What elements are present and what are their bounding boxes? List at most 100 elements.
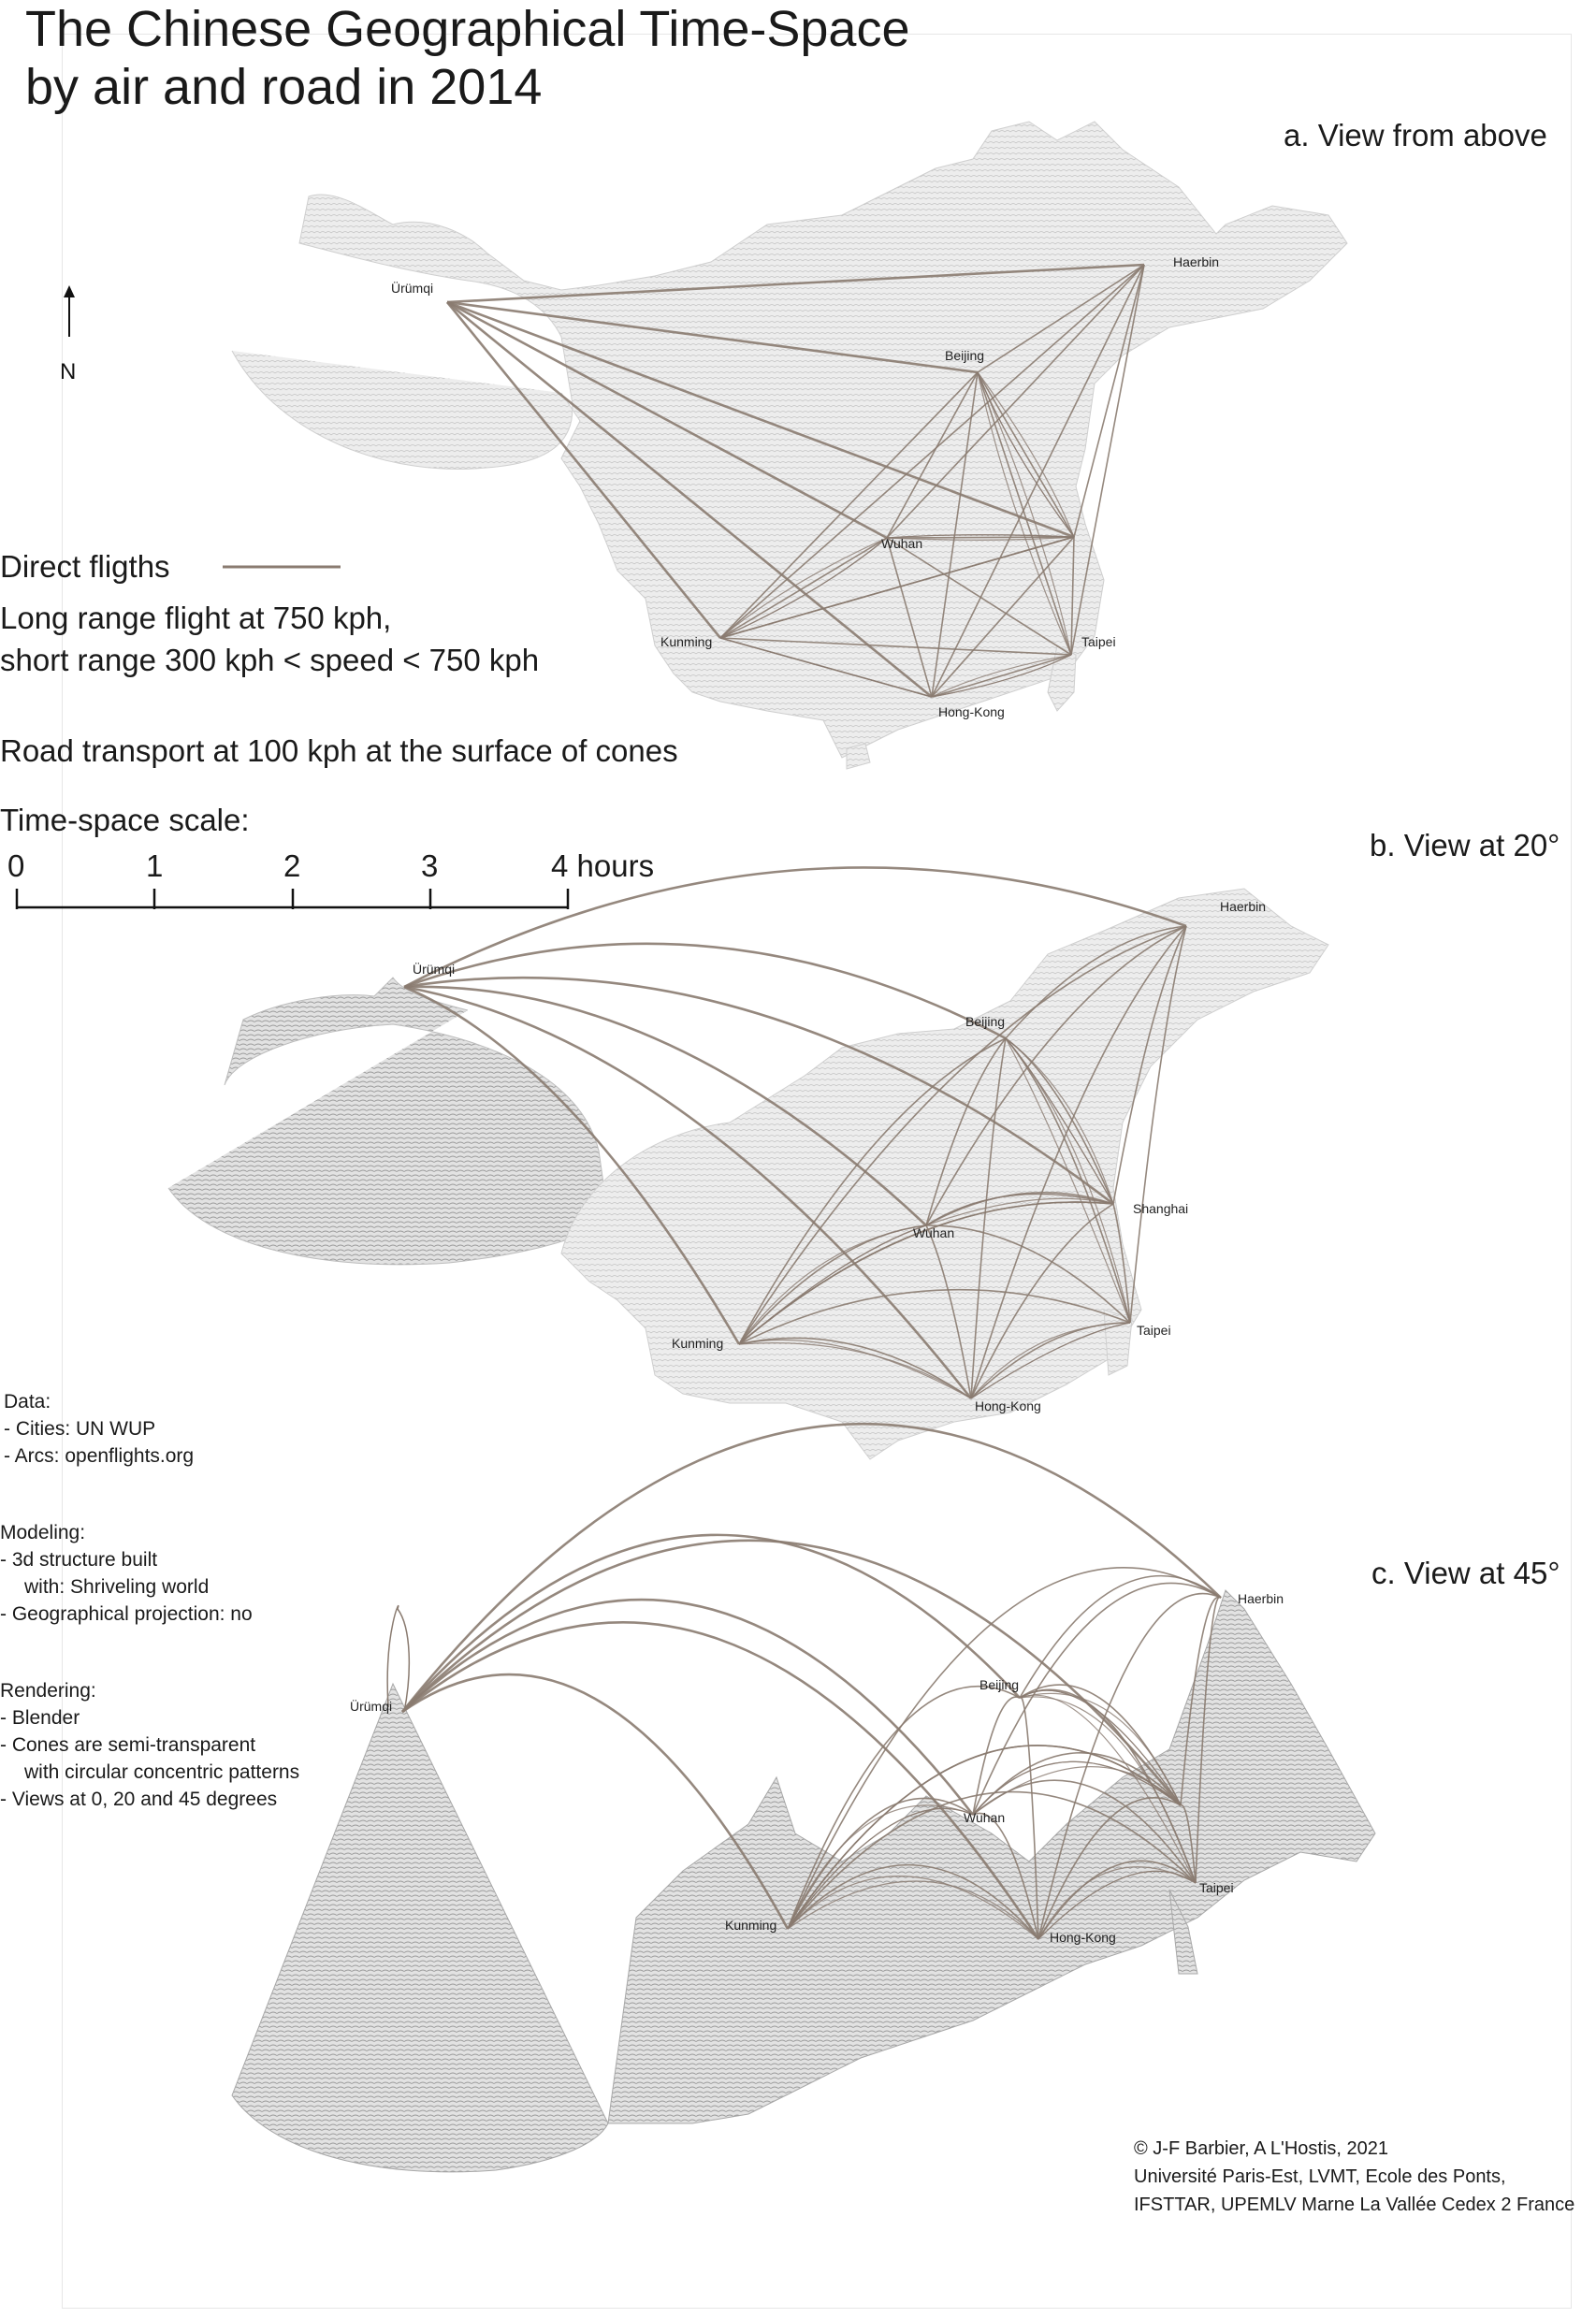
flight-arc [925,1037,1007,1226]
city-label-urumqi: Ürümqi [413,961,455,977]
view-b-city-labels: Ürümqi Beijing Haerbin Shanghai Wuhan Ku… [413,899,1266,1413]
flight-arc [931,264,1145,698]
flight-arc [1070,536,1075,656]
modeling-item: with: Shriveling world [24,1576,210,1598]
north-label: N [60,359,76,384]
flight-arc [886,371,979,539]
city-label-taipei: Taipei [1137,1323,1171,1338]
city-label-harbin: Haerbin [1173,254,1219,269]
north-arrow: N [60,285,76,384]
view-a-flight-arcs [445,263,1145,699]
flight-arc [719,637,933,698]
flight-arc [738,1342,972,1399]
legend-flight-speed-2: short range 300 kph < speed < 750 kph [0,643,540,677]
view-a-label: a. View from above [1284,118,1547,152]
flight-arc [738,1201,1114,1345]
view-c-island-taiwan [1168,1889,1198,1975]
flight-arc [787,1790,1197,1930]
flight-arc [787,1745,1182,1930]
flight-arc [1005,1037,1131,1324]
flight-arc [1005,925,1187,1039]
flight-arc [403,866,1187,989]
flight-arc [1005,1037,1114,1205]
flight-arc [1019,1692,1182,1806]
flight-arc [446,300,933,699]
flight-arc [970,1322,1131,1399]
flight-arc [972,1766,1182,1816]
poster-frame [62,34,1572,2309]
city-label-harbin: Haerbin [1220,899,1266,914]
view-c-terrain [231,1589,1376,2173]
city-label-kunming: Kunming [672,1336,723,1351]
flight-arc [931,654,1072,698]
flight-arc [719,371,979,639]
flight-arc [1037,1797,1182,1940]
modeling-item: - 3d structure built [0,1549,158,1571]
page-title: The Chinese Geographical Time-Space by a… [25,0,910,116]
flight-arc [970,1203,1114,1399]
rendering-item: with circular concentric patterns [24,1761,300,1783]
city-label-beijing: Beijing [965,1014,1005,1029]
flight-arc [977,264,1145,373]
city-label-wuhan: Wuhan [913,1225,954,1240]
flight-arc [738,1288,1131,1345]
flight-arc [886,537,933,698]
city-label-wuhan: Wuhan [881,536,922,551]
city-label-beijing: Beijing [945,348,984,363]
flight-arc [925,1192,1114,1226]
flight-arc [401,1621,1040,1940]
flight-arc [886,534,1075,539]
flight-arc [1005,1037,1114,1205]
scale-tick-4: 4 hours [551,848,655,883]
flight-arc [972,1752,1182,1816]
modeling-title: Modeling: [0,1522,86,1543]
flight-arc [403,985,741,1345]
flight-arc [719,264,1145,639]
flight-arc [738,1037,1007,1345]
page-title-line2: by air and road in 2014 [25,59,543,115]
view-c-landmass [607,1589,1376,2124]
flight-arc [1005,1037,1131,1324]
flight-arc [719,537,888,639]
view-c-label: c. View at 45° [1371,1556,1560,1590]
flight-arc [931,536,1075,698]
flight-arc [925,1224,972,1399]
data-title: Data: [4,1391,51,1413]
flight-arc [401,1539,1182,1806]
data-item: - Arcs: openflights.org [4,1445,195,1467]
rendering-notes: Rendering: - Blender - Cones are semi-tr… [0,1677,299,1813]
flight-arc [886,537,1072,656]
flight-arc [446,300,979,374]
flight-arc [1037,1870,1197,1940]
flight-arc [787,1567,1222,1930]
legend-road: Road transport at 100 kph at the surface… [0,733,678,768]
view-c-city-labels: Ürümqi Beijing Haerbin Wuhan Kunming Tai… [350,1591,1284,1945]
credit-line: © J-F Barbier, A L'Hostis, 2021 [1134,2138,1389,2159]
flight-arc [738,1224,927,1345]
flight-arc [925,925,1187,1226]
city-label-shanghai: Shanghai [1133,1201,1188,1216]
flight-arc [787,1804,974,1930]
modeling-item: - Geographical projection: no [0,1603,253,1625]
flight-arc [1112,925,1187,1205]
flight-arc [1195,1596,1222,1884]
city-label-wuhan: Wuhan [964,1810,1005,1825]
scale-tick-1: 1 [146,848,164,883]
flight-arc [1019,1689,1182,1806]
view-b-landmass [560,888,1329,1460]
flight-arc [977,371,1075,538]
flight-arc [401,1673,790,1930]
flight-arc [738,925,1187,1345]
flight-arc [970,1037,1007,1399]
flight-arc [1037,1592,1222,1940]
data-notes: Data: - Cities: UN WUP - Arcs: openfligh… [4,1388,194,1470]
flight-arc [931,654,1072,698]
flight-arc [787,1807,974,1930]
modeling-notes: Modeling: - 3d structure built with: Shr… [0,1519,253,1628]
flight-arc [972,1812,1039,1940]
scale-tick-3: 3 [421,848,439,883]
data-item: - Cities: UN WUP [4,1418,156,1440]
view-b-urumqi-cone [167,977,609,1266]
